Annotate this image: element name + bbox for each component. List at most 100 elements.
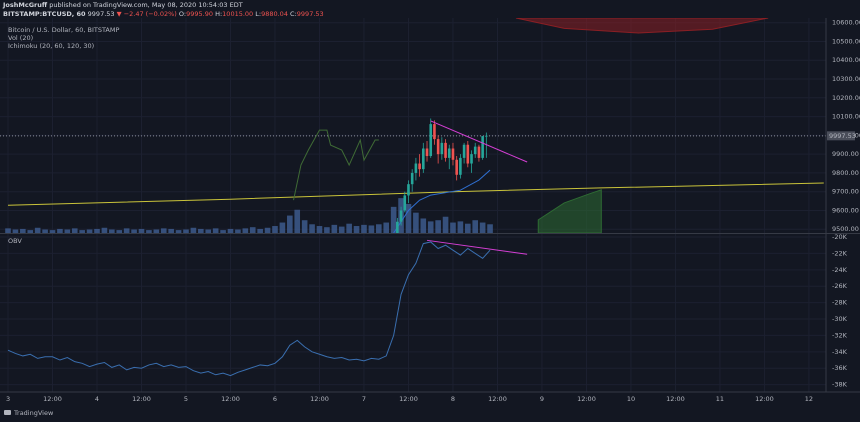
volume-bar <box>131 229 137 233</box>
volume-bar <box>479 222 486 233</box>
volume-bar <box>390 206 397 233</box>
indicator-line <box>393 169 491 233</box>
ohlc-value: 9880.04 <box>261 10 288 18</box>
volume-bar <box>20 228 26 233</box>
x-tick-label: 12:00 <box>755 395 774 403</box>
y-tick-label: 9500.00 <box>832 225 859 233</box>
x-tick-label: 12 <box>805 395 813 403</box>
x-tick-label: 12:00 <box>399 395 418 403</box>
ichimoku-cloud <box>515 18 769 34</box>
candle-body <box>444 142 447 158</box>
volume-bar <box>220 230 226 233</box>
volume-bar <box>153 229 160 233</box>
candle-body <box>422 148 425 170</box>
volume-bar <box>435 220 441 233</box>
y-tick-label: -34K <box>832 348 848 356</box>
trendline <box>430 120 528 163</box>
x-tick-label: 12:00 <box>43 395 62 403</box>
x-tick-label: 9 <box>540 395 544 403</box>
candle-body <box>407 184 410 196</box>
volume-bar <box>190 227 197 233</box>
legend-entry: Ichimoku (20, 60, 120, 30) <box>8 42 94 50</box>
volume-bar <box>257 228 263 233</box>
candle-body <box>485 135 488 137</box>
candle-body <box>447 148 451 158</box>
candle-body <box>455 159 458 175</box>
volume-bar <box>465 223 471 233</box>
volume-bar <box>368 225 375 233</box>
y-tick-label: 9600.00 <box>832 206 859 214</box>
x-tick-label: 6 <box>273 395 277 403</box>
author: JoshMcGruff <box>2 1 48 9</box>
volume-bar <box>42 229 48 233</box>
volume-bar <box>442 216 449 233</box>
x-tick-label: 4 <box>95 395 99 403</box>
ohlc-value: 10015.00 <box>222 10 253 18</box>
legend-entry: Bitcoin / U.S. Dollar, 60, BITSTAMP <box>8 26 119 34</box>
y-tick-label: 10600.00 <box>832 19 860 27</box>
volume-bar <box>316 226 323 233</box>
symbol-line: BITSTAMP:BTCUSD, 60 9997.53 ▼ −2.47 (−0.… <box>3 10 324 18</box>
published: published on TradingView.com, May 08, 20… <box>49 1 242 9</box>
ohlc-value: 9997.53 <box>297 10 324 18</box>
volume-bar <box>212 228 219 233</box>
y-tick-label: -30K <box>832 315 848 323</box>
y-tick-label: 9700.00 <box>832 188 859 196</box>
candle-body <box>477 146 481 158</box>
y-tick-label: 9900.00 <box>832 150 859 158</box>
volume-bar <box>353 226 360 233</box>
ohlc-label: H: <box>215 10 222 18</box>
y-tick-label: -36K <box>832 364 848 372</box>
volume-bar <box>94 228 100 233</box>
candle-body <box>418 163 421 170</box>
candle-body <box>436 139 440 155</box>
candle-body <box>425 148 429 157</box>
ohlc-label: O: <box>179 10 186 18</box>
ichimoku-cloud <box>537 189 602 233</box>
volume-bar <box>376 224 382 233</box>
volume-bar <box>294 209 301 233</box>
volume-bar <box>242 228 249 233</box>
volume-bar <box>427 221 434 233</box>
volume-bar <box>146 230 152 233</box>
obv-line <box>7 241 491 377</box>
x-tick-label: 10 <box>627 395 635 403</box>
volume-bar <box>138 228 145 233</box>
volume-bar <box>279 222 286 233</box>
y-tick-label: 10100.00 <box>832 113 860 121</box>
symbol: BITSTAMP:BTCUSD, 60 <box>3 10 86 18</box>
volume-bar <box>57 228 63 233</box>
volume-bar <box>86 229 93 233</box>
ohlc-value: 9995.90 <box>186 10 213 18</box>
volume-bar <box>109 229 115 233</box>
volume-bar <box>338 226 345 233</box>
last-price-label: 9997.53 <box>829 132 856 140</box>
legend-entry: Vol (20) <box>8 34 33 42</box>
candle-body <box>459 157 462 175</box>
volume-bar <box>71 228 78 233</box>
y-tick-label: -26K <box>832 282 848 290</box>
volume-bar <box>405 203 412 233</box>
volume-bar <box>413 212 419 233</box>
volume-bar <box>235 229 241 233</box>
logo-icon <box>4 410 11 415</box>
x-tick-label: 5 <box>184 395 188 403</box>
candle-body <box>429 124 433 157</box>
volume-bar <box>472 220 479 233</box>
volume-bar <box>175 230 182 233</box>
x-tick-label: 12:00 <box>577 395 596 403</box>
volume-bar <box>420 218 427 233</box>
last-price-box <box>827 131 855 141</box>
volume-bar <box>361 224 367 233</box>
candle-body <box>462 144 466 158</box>
ohlc-label: C: <box>290 10 297 18</box>
volume-bar <box>309 224 315 233</box>
volume-bar <box>272 226 278 233</box>
candle-body <box>451 148 455 160</box>
trendline <box>426 239 528 255</box>
y-tick-label: 10400.00 <box>832 56 860 64</box>
candle-body <box>399 210 403 222</box>
y-tick-label: -20K <box>832 233 848 241</box>
volume-bar <box>457 221 464 233</box>
